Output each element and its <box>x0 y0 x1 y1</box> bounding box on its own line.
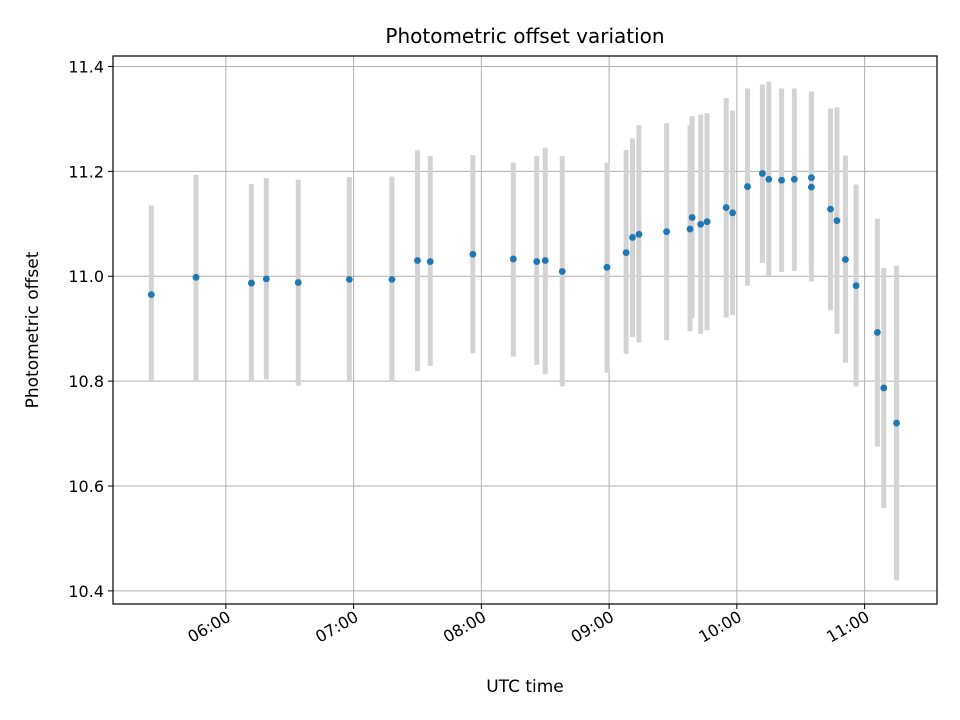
x-axis-title: UTC time <box>486 677 564 697</box>
data-point <box>147 291 155 299</box>
data-point <box>414 257 421 264</box>
y-tick-label: 11.4 <box>68 57 104 76</box>
data-point <box>686 225 694 233</box>
data-point <box>294 279 302 286</box>
data-point <box>541 257 549 264</box>
data-point <box>722 204 730 211</box>
data-point <box>765 175 773 183</box>
data-point <box>622 249 630 257</box>
y-tick-label: 10.6 <box>68 477 104 496</box>
data-point <box>893 419 900 427</box>
data-point <box>880 384 888 392</box>
y-axis-title: Photometric offset <box>23 251 43 408</box>
plot-frame <box>112 55 938 605</box>
data-point <box>807 174 815 182</box>
data-point <box>842 256 849 263</box>
data-point <box>558 268 566 275</box>
data-point <box>663 228 670 236</box>
data-point <box>827 205 834 213</box>
data-point <box>790 175 798 183</box>
data-point <box>744 183 751 190</box>
data-point <box>388 275 396 283</box>
data-point <box>729 209 736 217</box>
data-point <box>778 176 785 184</box>
y-tick-label: 10.8 <box>68 372 104 391</box>
data-point <box>759 170 766 177</box>
data-point <box>629 234 636 241</box>
data-point <box>192 273 200 281</box>
chart-title: Photometric offset variation <box>385 24 664 48</box>
data-point <box>469 250 477 258</box>
data-point <box>262 275 270 283</box>
data-point <box>426 258 434 265</box>
data-point <box>703 218 711 226</box>
data-points <box>147 170 900 427</box>
data-point <box>509 255 517 263</box>
data-point <box>688 214 696 221</box>
data-point <box>603 263 611 271</box>
y-tick-label: 11.2 <box>68 162 104 181</box>
data-point <box>697 220 705 228</box>
data-point <box>833 217 841 225</box>
y-tick-label: 10.4 <box>68 582 104 601</box>
y-tick-label: 11.0 <box>68 267 104 286</box>
data-point <box>807 183 815 191</box>
data-point <box>852 282 860 290</box>
data-point <box>635 230 643 238</box>
data-point <box>345 275 353 283</box>
data-point <box>247 279 255 287</box>
data-point <box>873 328 881 336</box>
data-point <box>533 258 541 265</box>
